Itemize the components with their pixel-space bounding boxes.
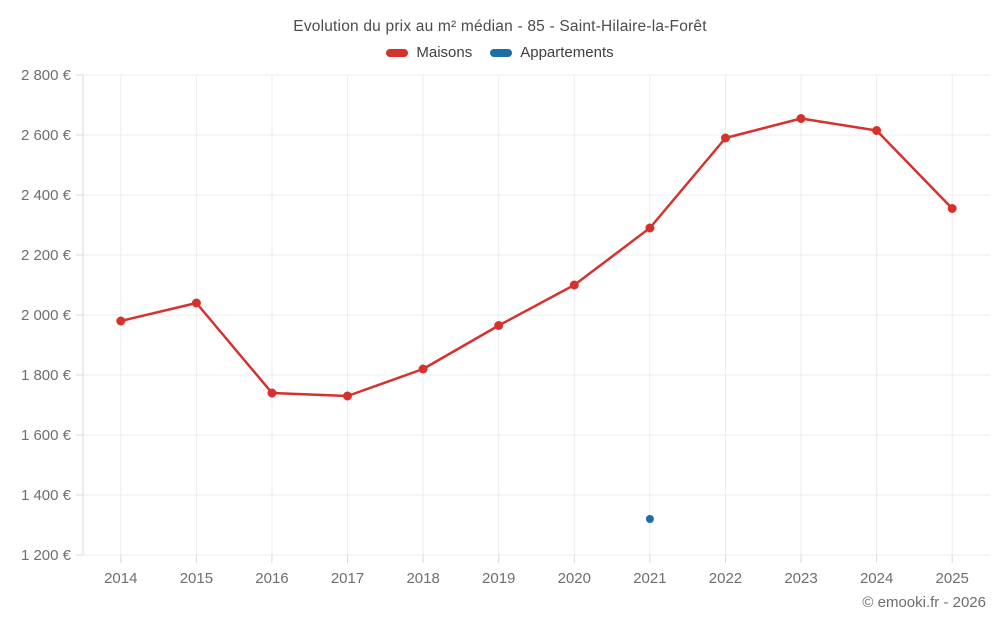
y-axis-label: 2 800 € [21,67,72,84]
x-axis-label: 2021 [633,570,666,587]
legend-label: Appartements [520,44,614,61]
series-line-maisons [119,117,954,398]
y-axis-label: 1 600 € [21,427,72,444]
legend-item-maisons[interactable]: Maisons [386,44,472,61]
x-axis-label: 2016 [255,570,288,587]
y-axis-label: 1 800 € [21,367,72,384]
data-point-maisons-2017[interactable] [343,391,352,401]
x-axis-label: 2025 [936,570,969,587]
data-point-maisons-2023[interactable] [796,114,806,123]
x-axis-label: 2018 [406,570,439,587]
data-point-maisons-2025[interactable] [947,204,957,213]
legend-swatch-maisons [386,48,409,57]
data-point-maisons-2021[interactable] [645,223,655,233]
data-point-maisons-2020[interactable] [569,280,579,290]
x-axis-label: 2023 [784,570,817,587]
data-point-maisons-2016[interactable] [267,388,277,398]
x-axis-label: 2019 [482,570,515,587]
y-axis-label: 1 400 € [21,487,72,504]
data-point-maisons-2015[interactable] [191,298,201,308]
y-axis-label: 2 600 € [21,127,72,144]
x-axis-label: 2014 [104,570,137,587]
x-axis-label: 2017 [331,570,364,587]
chart-legend: Maisons Appartements [0,44,1000,61]
y-axis-label: 2 400 € [21,187,72,204]
x-axis-label: 2020 [558,570,591,587]
x-axis-label: 2015 [180,570,213,587]
x-axis-label: 2024 [860,570,893,587]
legend-label: Maisons [416,44,473,61]
y-axis-label: 2 200 € [21,247,72,264]
data-point-appartements-2021[interactable] [645,515,654,523]
y-axis-label: 1 200 € [21,547,72,564]
data-point-maisons-2019[interactable] [494,321,504,330]
legend-swatch-appartements [490,48,513,57]
watermark: © emooki.fr - 2026 [862,594,986,611]
data-point-maisons-2014[interactable] [116,316,126,326]
data-point-maisons-2022[interactable] [721,133,730,143]
chart-title: Evolution du prix au m² médian - 85 - Sa… [293,18,707,35]
data-point-maisons-2024[interactable] [872,126,882,135]
data-point-maisons-2018[interactable] [418,364,428,374]
y-axis-label: 2 000 € [21,307,72,324]
x-axis-label: 2022 [709,570,742,587]
legend-item-appartements[interactable]: Appartements [490,44,614,61]
